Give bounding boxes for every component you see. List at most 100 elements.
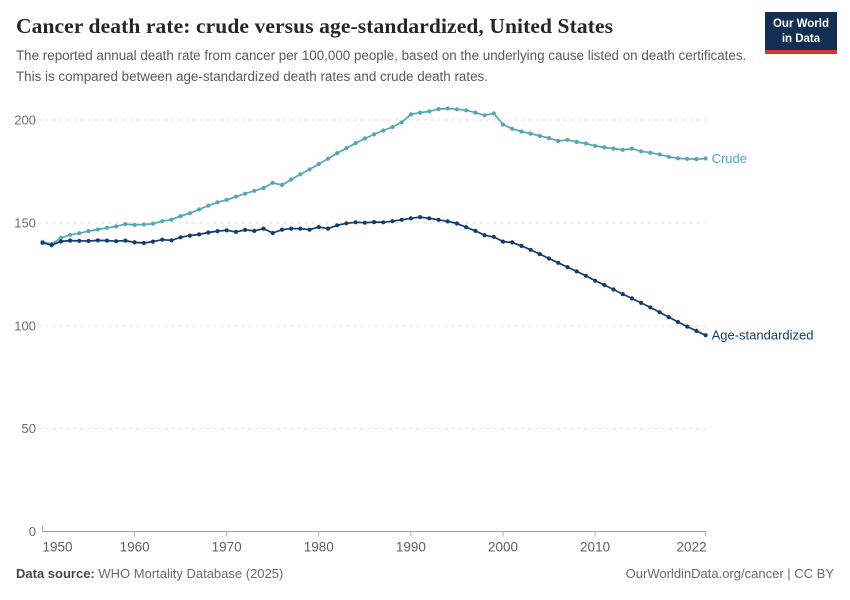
y-tick-label: 200	[14, 113, 36, 128]
data-point	[537, 133, 542, 139]
data-point	[703, 333, 708, 338]
y-tick-label: 100	[14, 318, 36, 333]
data-point	[132, 240, 137, 245]
data-point	[362, 136, 367, 141]
owid-logo[interactable]: Our World in Data	[764, 12, 837, 54]
chart-subtitle: The reported annual death rate from canc…	[16, 48, 747, 84]
data-point	[593, 278, 598, 283]
data-point	[666, 315, 671, 320]
x-tick-label: 1950	[43, 540, 73, 555]
data-point	[583, 141, 589, 146]
data-point	[224, 228, 229, 233]
y-tick-label: 0	[29, 524, 36, 539]
data-point	[114, 224, 119, 229]
data-point	[77, 231, 82, 236]
data-point	[289, 177, 294, 182]
data-point	[298, 226, 303, 231]
x-tick-label: 1980	[304, 540, 334, 555]
data-point	[399, 120, 404, 125]
data-point	[445, 219, 450, 224]
data-point	[372, 220, 377, 225]
series-label-age-standardized[interactable]: Age-standardized	[712, 328, 814, 343]
credit-link[interactable]: OurWorldinData.org/cancer | CC BY	[625, 566, 834, 581]
data-point	[307, 227, 312, 232]
data-point	[197, 232, 202, 237]
data-point	[58, 239, 64, 244]
series-age-standardized[interactable]: Age-standardized	[40, 215, 814, 343]
data-point	[224, 197, 229, 202]
data-point	[243, 227, 248, 232]
data-point	[546, 136, 552, 141]
data-point	[436, 107, 441, 112]
data-point	[574, 269, 579, 274]
data-point	[408, 216, 413, 221]
data-point	[132, 222, 137, 227]
data-point	[95, 238, 100, 243]
data-point	[418, 215, 423, 220]
y-tick-label: 150	[14, 215, 36, 230]
series-label-crude[interactable]: Crude	[712, 151, 747, 166]
data-point	[160, 219, 165, 224]
data-point	[408, 112, 413, 117]
data-point	[150, 239, 156, 244]
data-point	[390, 219, 395, 224]
data-point	[464, 225, 469, 230]
data-point	[372, 132, 377, 137]
data-point	[233, 229, 238, 234]
data-point	[114, 239, 119, 244]
data-point	[279, 182, 285, 188]
data-point	[325, 226, 331, 231]
series-crude[interactable]: Crude	[40, 106, 747, 247]
data-point	[381, 220, 386, 225]
data-point	[279, 227, 285, 232]
data-point	[86, 229, 91, 234]
data-point	[620, 292, 625, 297]
data-point	[602, 282, 607, 288]
data-point	[629, 146, 635, 151]
y-tick-label: 50	[22, 421, 36, 436]
data-point	[169, 217, 174, 222]
series-line-age-standardized[interactable]	[41, 216, 707, 337]
data-point	[510, 240, 515, 245]
data-point	[58, 235, 64, 240]
data-point	[565, 265, 570, 270]
data-point	[685, 324, 690, 329]
data-point	[316, 161, 321, 167]
data-point	[104, 238, 110, 243]
data-point	[141, 240, 146, 246]
data-point	[77, 238, 82, 243]
data-point	[694, 157, 699, 162]
x-tick-label: 1960	[120, 540, 150, 555]
data-point	[68, 232, 73, 237]
data-point	[316, 224, 321, 230]
data-point	[187, 211, 192, 216]
data-point	[197, 207, 202, 212]
data-point	[86, 238, 91, 244]
owid-logo-line2: in Data	[781, 32, 821, 45]
data-point	[289, 226, 294, 231]
data-point	[629, 296, 635, 301]
data-point	[215, 229, 220, 234]
data-point	[252, 228, 257, 233]
x-tick-label: 2010	[580, 540, 610, 555]
data-point	[418, 110, 423, 115]
data-point	[160, 237, 165, 242]
data-point	[611, 287, 616, 292]
data-point	[399, 217, 404, 222]
data-point	[335, 151, 340, 156]
data-point	[482, 113, 487, 118]
data-point	[556, 138, 561, 144]
data-point	[675, 156, 681, 161]
data-point	[473, 228, 478, 233]
data-point	[648, 150, 653, 155]
x-tick-label: 2000	[488, 540, 518, 555]
data-point	[95, 227, 100, 232]
data-source: Data source: WHO Mortality Database (202…	[16, 566, 283, 581]
data-point	[68, 238, 73, 243]
data-point	[685, 156, 690, 161]
data-point	[261, 186, 266, 191]
data-point	[436, 217, 441, 222]
data-point	[639, 149, 644, 154]
data-point	[123, 222, 128, 227]
